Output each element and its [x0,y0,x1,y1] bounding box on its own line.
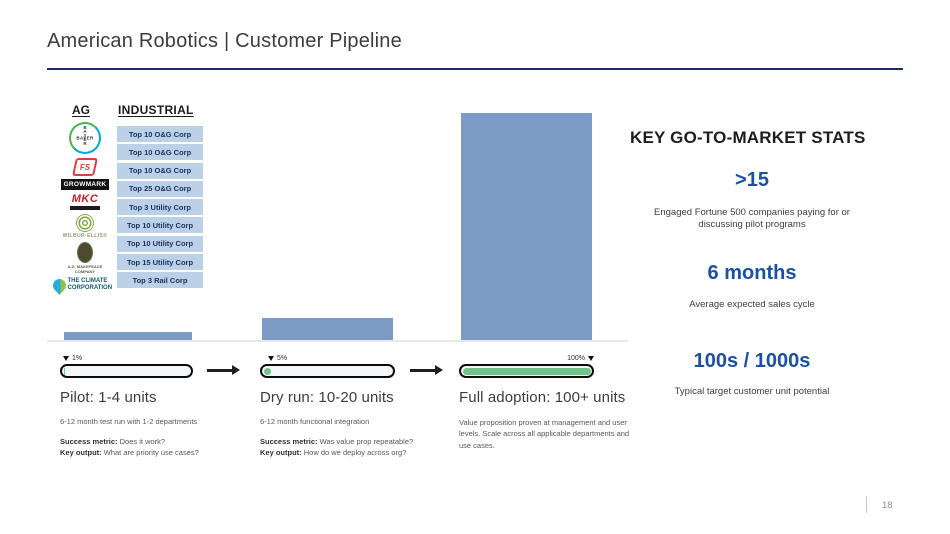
industrial-company-box: Top 10 O&G Corp [117,126,203,142]
growmark-label: GROWMARK [60,179,110,191]
progress-label-dry-run: 5% [268,355,287,362]
key-output-line: Key output: What are priority use cases? [60,447,199,458]
key-output-label: Key output: [260,448,302,458]
stats-panel-heading: KEY GO-TO-MARKET STATS [630,128,866,147]
bayer-vertical-label: BAYER [82,125,88,145]
growmark-logo: GROWMARK [60,179,110,191]
globe-icon [76,213,94,232]
progress-label-pilot: 1% [63,355,82,362]
industrial-company-list: Top 10 O&G Corp Top 10 O&G Corp Top 10 O… [117,126,203,289]
title-divider [47,68,903,70]
industrial-company-box: Top 10 O&G Corp [117,144,203,161]
bayer-horizontal-label: BAYER [76,135,94,141]
page-title: American Robotics | Customer Pipeline [47,30,402,52]
wilbur-ellis-label: WILBUR-ELLIS® [62,232,108,239]
progress-label-full-adoption: 100% [459,355,594,362]
triangle-down-icon [588,356,594,361]
stage-title-pilot: Pilot: 1-4 units [60,389,157,406]
progress-pct-text: 1% [72,355,83,362]
ad-makepeace-logo: A.D. MAKEPEACE COMPANY [59,242,111,274]
fs-shield-icon: FS [72,157,98,176]
fs-label: FS [79,162,91,172]
stage-title-full-adoption: Full adoption: 100+ units [459,389,626,406]
success-metric-value: Does it work? [119,437,166,446]
climate-corporation-label: THE CLIMATE CORPORATION [67,278,113,292]
mkc-logo: MKC [70,192,100,210]
stat-value-companies: >15 [735,169,769,191]
industrial-company-box: Top 3 Utility Corp [117,199,203,216]
chart-baseline [47,340,628,342]
industrial-column-header: INDUSTRIAL [118,103,194,117]
success-metric-line: Success metric: Does it work? [60,436,199,447]
stage-metrics-pilot: Success metric: Does it work? Key output… [60,436,199,459]
stage-arrow-icon [207,365,240,374]
stage-arrow-icon [410,365,443,374]
key-output-line: Key output: How do we deploy across org? [260,447,413,458]
stat-caption-companies: Engaged Fortune 500 companies paying for… [654,207,850,230]
key-output-label: Key output: [60,448,102,458]
industrial-company-box: Top 3 Rail Corp [117,272,203,289]
bayer-logo: BAYER BAYER [69,122,101,154]
success-metric-value: Was value prop repeatable? [319,437,414,446]
progress-pill-dry-run [260,364,395,378]
industrial-company-box: Top 10 Utility Corp [117,235,203,252]
stage-title-dry-run: Dry run: 10-20 units [260,389,394,406]
progress-fill [63,367,65,375]
mkc-label: MKC [71,192,99,205]
key-output-value: What are priority use cases? [103,448,199,458]
success-metric-line: Success metric: Was value prop repeatabl… [260,436,413,447]
footer-divider [866,497,867,513]
progress-fill [462,367,591,375]
stage-subtitle-dry-run: 6-12 month functional integration [260,417,370,426]
stat-value-unit-potential: 100s / 1000s [693,350,811,372]
triangle-down-icon [268,356,274,361]
progress-fill [263,367,272,375]
industrial-company-box: Top 10 Utility Corp [117,217,203,234]
triangle-down-icon [63,356,69,361]
progress-pct-text: 100% [567,355,585,362]
bayer-cross-icon: BAYER BAYER [69,122,101,154]
stage-subtitle-pilot: 6-12 month test run with 1-2 departments [60,417,198,426]
climate-corporation-logo: THE CLIMATE CORPORATION [49,275,118,295]
wilbur-ellis-logo: WILBUR-ELLIS® [62,213,108,239]
industrial-company-box: Top 15 Utility Corp [117,254,203,271]
mkc-underline-bar [70,205,100,210]
page-number: 18 [882,500,893,511]
bar-pilot [64,332,192,340]
stage-metrics-dry-run: Success metric: Was value prop repeatabl… [260,436,413,459]
stat-caption-unit-potential: Typical target customer unit potential [674,386,830,397]
ag-column-header: AG [72,103,90,117]
stage-description-full-adoption: Value proposition proven at management a… [459,418,630,450]
industrial-company-box: Top 25 O&G Corp [117,180,203,197]
key-output-value: How do we deploy across org? [303,448,407,458]
bar-full-adoption [461,113,592,340]
makepeace-label: A.D. MAKEPEACE COMPANY [67,264,103,275]
progress-pill-full-adoption [459,364,594,378]
progress-pct-text: 5% [277,355,288,362]
success-metric-label: Success metric: [60,437,118,446]
fs-logo: FS [72,157,98,176]
industrial-company-box: Top 10 O&G Corp [117,162,203,179]
stat-caption-sales-cycle: Average expected sales cycle [689,299,815,310]
progress-pill-pilot [60,364,193,378]
makepeace-oval-icon [77,242,93,264]
water-drop-icon [49,275,69,295]
ag-logo-list: BAYER BAYER FS GROWMARK MKC WILBUR-ELLIS… [49,122,114,295]
bar-dry-run [262,318,393,340]
success-metric-label: Success metric: [260,437,318,446]
stat-value-sales-cycle: 6 months [707,262,797,284]
